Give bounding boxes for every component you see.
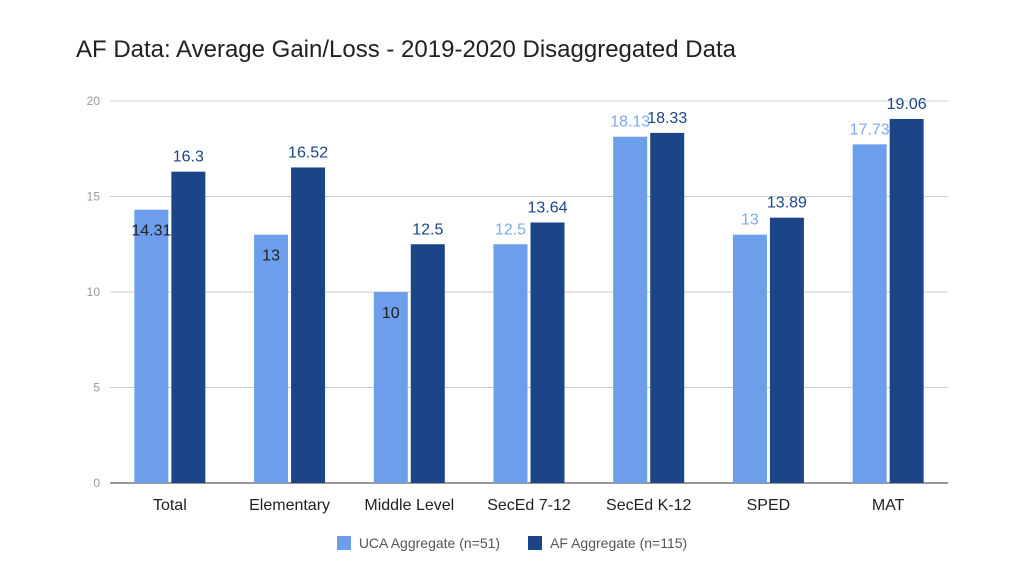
legend-swatch-af: [528, 536, 543, 550]
legend-item-uca[interactable]: UCA Aggregate (n=51): [336, 535, 501, 551]
legend: UCA Aggregate (n=51) AF Aggregate (n=115…: [0, 535, 1024, 551]
x-tick-label: SecEd K-12: [606, 497, 691, 514]
bar-uca-middle-level[interactable]: [373, 292, 408, 483]
data-label-uca: 14.31: [131, 223, 171, 240]
bar-af-elementary[interactable]: [291, 167, 326, 483]
data-label-af: 16.52: [288, 144, 328, 161]
y-tick-label: 10: [87, 285, 101, 299]
data-label-af: 13.64: [527, 199, 567, 216]
y-axis: 0 5 10 15 20: [87, 94, 101, 490]
bars: [134, 118, 924, 484]
y-tick-label: 0: [93, 476, 100, 490]
data-label-af: 13.89: [767, 195, 807, 212]
chart-title: AF Data: Average Gain/Loss - 2019-2020 D…: [76, 36, 736, 63]
y-tick-label: 15: [87, 190, 101, 204]
bar-af-total[interactable]: [171, 171, 206, 484]
bar-af-sped[interactable]: [769, 217, 804, 484]
x-axis: Total Elementary Middle Level SecEd 7-12 Sec…: [153, 497, 905, 514]
data-label-af: 12.5: [412, 221, 443, 238]
data-label-uca: 17.73: [850, 121, 890, 138]
bar-af-seced-k-12[interactable]: [650, 132, 685, 483]
y-tick-label: 20: [87, 94, 101, 108]
data-label-uca: 12.5: [495, 221, 526, 238]
legend-swatch-uca: [336, 536, 351, 550]
legend-item-af[interactable]: AF Aggregate (n=115): [528, 535, 687, 551]
x-tick-label: Total: [153, 497, 187, 514]
data-label-uca: 10: [382, 305, 400, 322]
data-label-uca: 13: [262, 248, 280, 265]
x-tick-label: Middle Level: [364, 497, 454, 514]
legend-label-af: AF Aggregate (n=115): [550, 535, 688, 551]
x-tick-label: Elementary: [249, 497, 330, 514]
bar-uca-seced-k-12[interactable]: [613, 136, 648, 484]
data-label-af: 19.06: [887, 96, 927, 113]
y-tick-label: 5: [93, 381, 100, 395]
x-tick-label: MAT: [872, 497, 905, 514]
gridlines: [110, 100, 948, 484]
data-label-uca: 18.13: [610, 114, 650, 131]
bar-af-mat[interactable]: [889, 118, 924, 483]
x-tick-label: SecEd 7-12: [487, 497, 571, 514]
bar-af-middle-level[interactable]: [410, 244, 445, 483]
bar-uca-elementary[interactable]: [254, 234, 289, 483]
bar-uca-seced-7-12[interactable]: [493, 244, 528, 483]
data-label-af: 16.3: [173, 149, 204, 166]
data-label-uca: 13: [741, 212, 759, 229]
bar-uca-mat[interactable]: [852, 144, 887, 483]
bar-uca-total[interactable]: [134, 209, 169, 483]
x-tick-label: SPED: [747, 497, 791, 514]
bar-af-seced-7-12[interactable]: [530, 222, 565, 483]
legend-label-uca: UCA Aggregate (n=51): [358, 535, 501, 551]
data-label-af: 18.33: [647, 110, 687, 127]
bar-uca-sped[interactable]: [732, 234, 767, 483]
